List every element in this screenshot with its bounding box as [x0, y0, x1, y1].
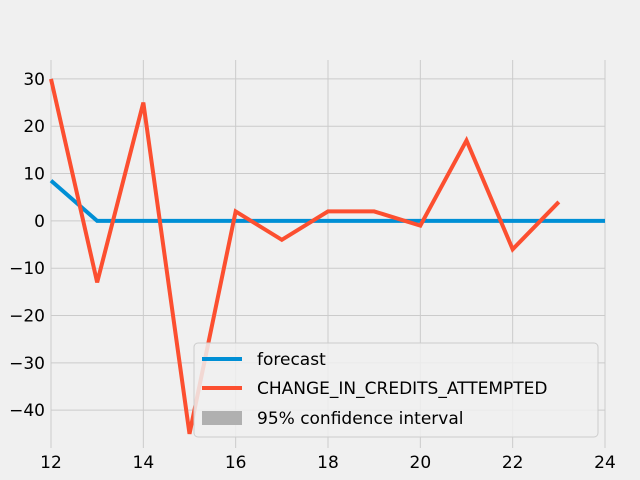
y-tick-label: −20: [9, 307, 45, 327]
legend: forecast CHANGE_IN_CREDITS_ATTEMPTED 95% c…: [193, 342, 599, 438]
series-line-0: [49, 179, 605, 223]
y-tick-label: 20: [23, 117, 45, 137]
y-axis-ticks: −40 −30 −20 −10 0 10 20 30: [9, 70, 45, 421]
x-tick-label: 12: [40, 453, 62, 473]
y-tick-label: 30: [23, 70, 45, 90]
x-axis-ticks: 12 14 16 18 20 22 24: [40, 453, 616, 473]
y-tick-label: −10: [9, 259, 45, 279]
y-tick-label: 0: [34, 212, 45, 232]
plot-area: [49, 78, 605, 435]
legend-box: [193, 342, 599, 438]
legend-swatch-ci: [202, 411, 242, 425]
x-tick-label: 16: [225, 453, 247, 473]
y-tick-label: 10: [23, 165, 45, 185]
x-tick-label: 20: [410, 453, 432, 473]
series-line-1: [49, 78, 561, 435]
legend-label-2: 95% confidence interval: [257, 409, 463, 429]
x-tick-label: 14: [133, 453, 155, 473]
y-tick-label: −30: [9, 354, 45, 374]
y-tick-label: −40: [9, 401, 45, 421]
legend-label-1: CHANGE_IN_CREDITS_ATTEMPTED: [257, 379, 548, 399]
x-tick-label: 18: [317, 453, 339, 473]
legend-label-0: forecast: [257, 350, 326, 370]
x-tick-label: 24: [594, 453, 616, 473]
x-tick-label: 22: [502, 453, 524, 473]
